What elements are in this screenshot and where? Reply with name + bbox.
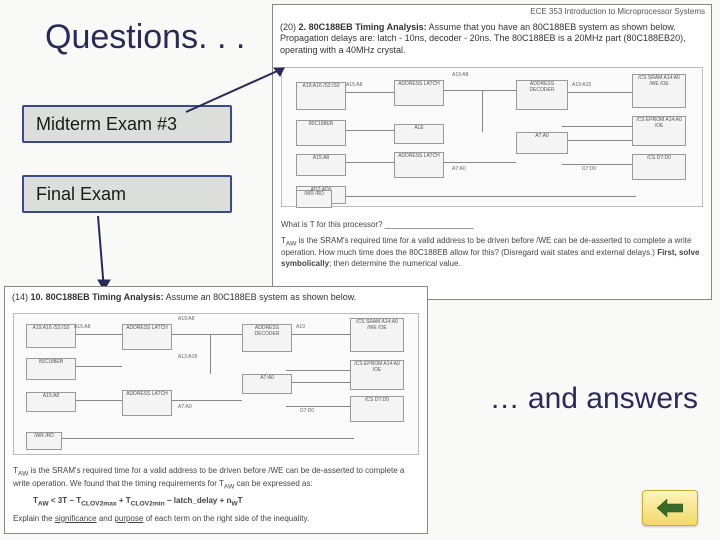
midterm-label: Midterm Exam #3 — [36, 114, 177, 135]
diagram-block: ADDRESS LATCH — [394, 80, 444, 106]
diagram-label: A13:A18 — [178, 354, 197, 360]
diagram-label: A15:A8 — [74, 324, 90, 330]
answers-text: … and answers — [490, 382, 698, 416]
qbold: 80C188EB Timing Analysis: — [309, 22, 427, 32]
diagram-block: 80C188EB — [296, 120, 346, 146]
diagram-block: A7:A0 — [516, 132, 568, 154]
snippet1-q2: TAW is the SRAM's required time for a va… — [281, 236, 703, 270]
arrow-left-icon — [657, 499, 683, 517]
snippet2-eq: TAW < 3T − TCLOV2max + TCLOV2min − latch… — [13, 496, 419, 509]
final-exam-link[interactable]: Final Exam — [22, 175, 232, 213]
pts: (20) — [280, 22, 296, 32]
diagram-label: D7:D0 — [300, 408, 314, 414]
diagram-label: A19:A15 — [572, 82, 591, 88]
course-header: ECE 353 Introduction to Microprocessor S… — [530, 7, 705, 16]
diagram-block: ADDRESS DECODER — [242, 324, 292, 352]
exam-snippet-final: (14) 10. 80C188EB Timing Analysis: Assum… — [4, 286, 428, 534]
diagram-label: A7:A0 — [452, 166, 466, 172]
snippet2-p1: TAW is the SRAM's required time for a va… — [13, 466, 419, 491]
slide: Questions. . . ECE 353 Introduction to M… — [0, 0, 720, 540]
diagram-block: ADDRESS LATCH — [122, 390, 172, 416]
diagram-block: /WR /RD — [296, 190, 332, 208]
qnum2: 10. — [31, 292, 44, 302]
snippet2-diagram: A19:A16 /S3:/S0 80C188EB A15:A8/WR /RD ADDR… — [13, 313, 419, 455]
diagram-block: 80C188EB — [26, 358, 76, 380]
snippet1-diagram: A19:A16 /S3:/S080C188EBA15:A8AD7:AD0ADDR… — [281, 67, 703, 207]
final-label: Final Exam — [36, 184, 126, 205]
diagram-block: ADDRESS LATCH — [122, 324, 172, 350]
diagram-block: A19:A16 /S3:/S0 — [296, 82, 346, 110]
snippet1-q1: What is T for this processor? __________… — [281, 220, 703, 231]
slide-title: Questions. . . — [45, 18, 245, 57]
diagram-block: /CS D7:D0 — [350, 396, 404, 422]
diagram-label: D7:D0 — [582, 166, 596, 172]
diagram-label: A7:A0 — [178, 404, 192, 410]
arrow-midterm — [180, 60, 300, 120]
back-button[interactable] — [642, 490, 698, 526]
qnum: 2. — [299, 22, 307, 32]
diagram-block: /CS D7:D0 — [632, 154, 686, 180]
diagram-block: ALE — [394, 124, 444, 144]
diagram-label: A15:A8 — [346, 82, 362, 88]
diagram-block: /CS SRAM A14:A0 /WE /OE — [350, 318, 404, 352]
snippet1-question-head: (20) 2. 80C188EB Timing Analysis: Assume… — [280, 22, 704, 56]
diagram-block: ADDRESS LATCH — [394, 152, 444, 178]
diagram-label: A19:A8 — [178, 316, 194, 322]
qrest2: Assume an 80C188EB system as shown below… — [166, 292, 357, 302]
diagram-block: /WR /RD — [26, 432, 62, 450]
diagram-block: A15:A8 — [26, 392, 76, 412]
diagram-block: /CS SRAM A14:A0 /WE /OE — [632, 74, 686, 108]
diagram-block: A15:A8 — [296, 154, 346, 176]
diagram-block: A7:A0 — [242, 374, 292, 394]
diagram-block: ADDRESS DECODER — [516, 80, 568, 110]
pts2: (14) — [12, 292, 28, 302]
exam-snippet-midterm: ECE 353 Introduction to Microprocessor S… — [272, 4, 712, 300]
qbold2: 80C188EB Timing Analysis: — [46, 292, 164, 302]
diagram-block: A19:A16 /S3:/S0 — [26, 324, 76, 348]
snippet2-p2: Explain the significance and purpose of … — [13, 514, 419, 525]
snippet2-question-head: (14) 10. 80C188EB Timing Analysis: Assum… — [12, 292, 420, 303]
diagram-block: /CS EPROM A14:A0 /OE — [350, 360, 404, 390]
diagram-label: A19:A8 — [452, 72, 468, 78]
diagram-label: A19 — [296, 324, 305, 330]
diagram-block: /CS EPROM A14:A0 /OE — [632, 116, 686, 146]
